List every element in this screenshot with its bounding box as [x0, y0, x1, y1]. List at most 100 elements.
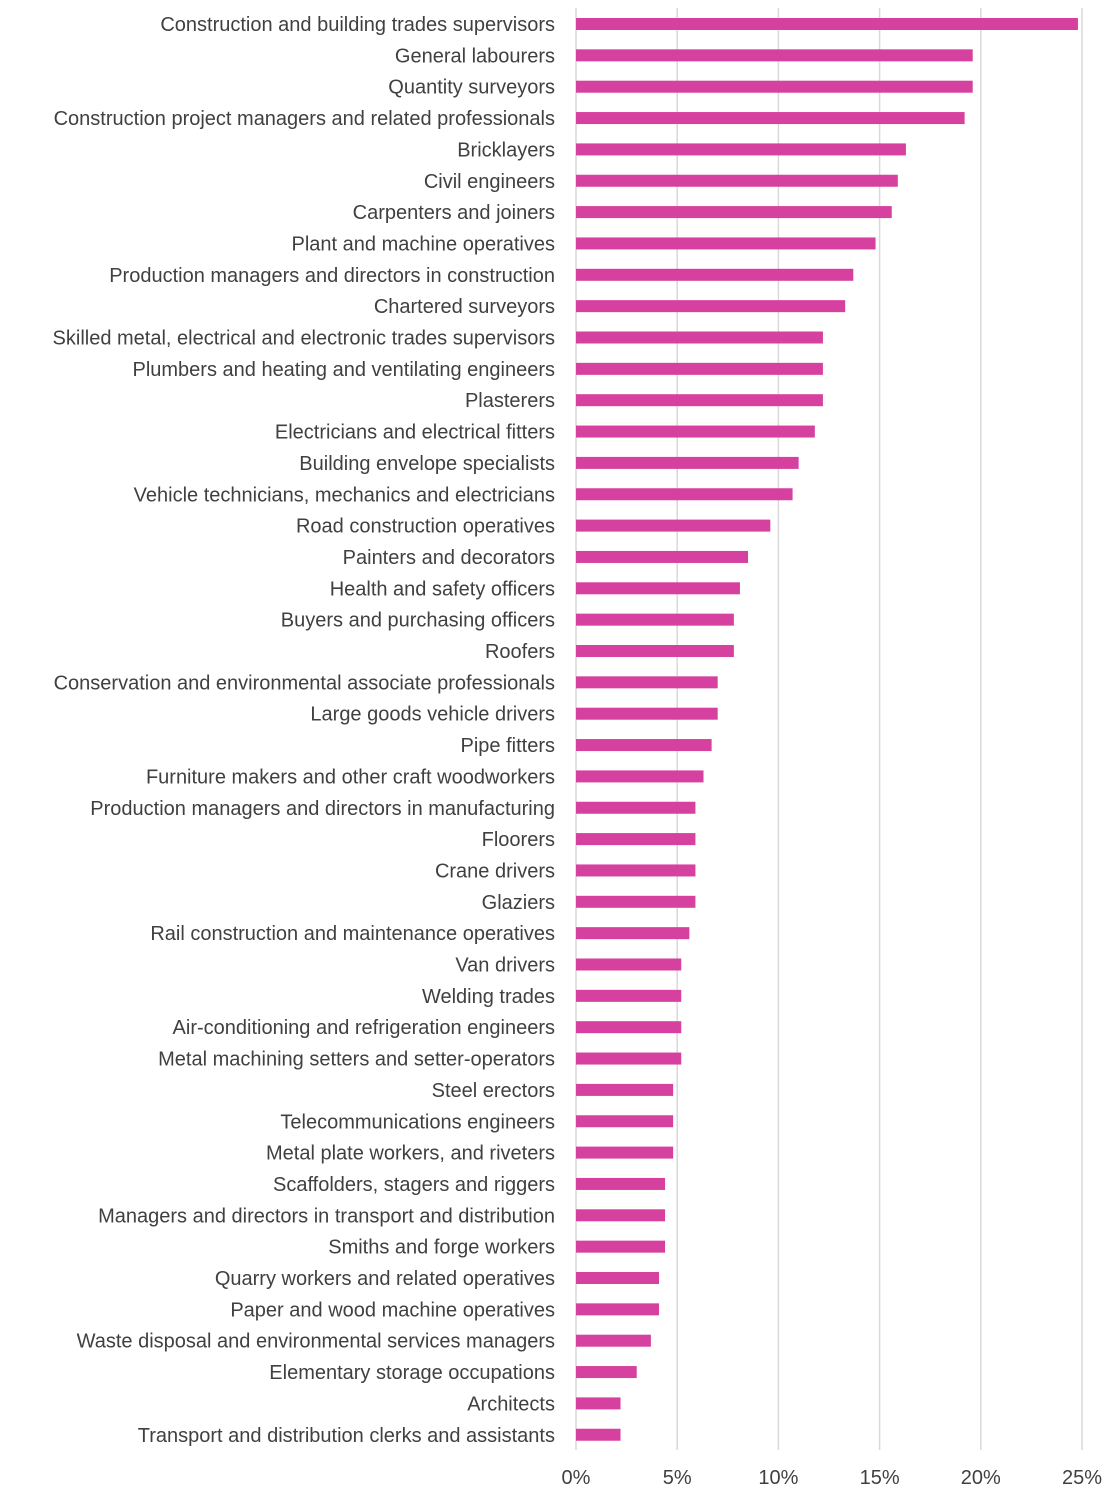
- category-label: Van drivers: [455, 955, 555, 977]
- category-label: Telecommunications engineers: [280, 1111, 555, 1133]
- bar: [576, 1303, 659, 1316]
- category-label: Architects: [467, 1393, 555, 1415]
- bar: [576, 707, 718, 720]
- category-label: Plasterers: [465, 390, 555, 412]
- bar: [576, 425, 815, 438]
- bars: [576, 18, 1078, 1441]
- bar: [576, 268, 854, 281]
- bar: [576, 112, 965, 125]
- bar: [576, 645, 734, 657]
- category-label: Quantity surveyors: [388, 77, 555, 99]
- category-label: Building envelope specialists: [299, 453, 555, 475]
- x-tick-label: 0%: [562, 1467, 591, 1489]
- bar: [576, 1146, 674, 1159]
- bar: [576, 49, 973, 62]
- category-label: Plant and machine operatives: [292, 233, 556, 255]
- bar: [576, 1083, 674, 1096]
- category-label: Managers and directors in transport and …: [98, 1205, 555, 1227]
- category-label: General labourers: [395, 45, 555, 67]
- category-label: Metal machining setters and setter-opera…: [158, 1049, 555, 1071]
- bar: [576, 613, 734, 626]
- category-label: Smiths and forge workers: [328, 1237, 555, 1259]
- category-label: Steel erectors: [432, 1080, 555, 1102]
- bar: [576, 18, 1078, 30]
- category-label: Metal plate workers, and riveters: [266, 1143, 555, 1165]
- category-label: Plumbers and heating and ventilating eng…: [132, 359, 555, 381]
- category-label: Construction project managers and relate…: [54, 108, 555, 130]
- bar: [576, 958, 682, 971]
- category-label: Painters and decorators: [343, 547, 555, 569]
- category-label: Quarry workers and related operatives: [215, 1268, 555, 1290]
- bar: [576, 676, 718, 689]
- category-label: Welding trades: [422, 986, 555, 1008]
- bar: [576, 331, 823, 344]
- category-label: Glaziers: [482, 892, 555, 914]
- category-label: Waste disposal and environmental service…: [77, 1331, 555, 1353]
- x-tick-label: 15%: [860, 1467, 900, 1489]
- bar: [576, 1209, 666, 1222]
- bar: [576, 1052, 682, 1065]
- bar: [576, 1397, 621, 1410]
- bar: [576, 739, 712, 752]
- bar: [576, 582, 740, 595]
- bar: [576, 1428, 621, 1441]
- x-tick-label: 10%: [758, 1467, 798, 1489]
- category-label: Construction and building trades supervi…: [160, 14, 555, 36]
- bar: [576, 1334, 651, 1347]
- bar: [576, 833, 696, 846]
- bar: [576, 1366, 637, 1379]
- category-label: Bricklayers: [457, 139, 555, 161]
- bar: [576, 300, 846, 313]
- x-axis-tick-labels: 0% 5% 10% 15% 20% 25%: [562, 1467, 1103, 1489]
- bar: [576, 174, 898, 187]
- bar: [576, 1177, 666, 1190]
- category-label: Production managers and directors in man…: [90, 798, 555, 820]
- bar: [576, 1115, 674, 1128]
- category-label: Elementary storage occupations: [269, 1362, 555, 1384]
- category-label: Conservation and environmental associate…: [54, 672, 555, 694]
- x-tick-label: 25%: [1062, 1467, 1102, 1489]
- bar: [576, 143, 906, 156]
- category-label: Large goods vehicle drivers: [310, 704, 555, 726]
- category-label: Crane drivers: [435, 860, 555, 882]
- bar: [576, 362, 823, 375]
- category-label: Vehicle technicians, mechanics and elect…: [134, 484, 555, 506]
- category-label: Paper and wood machine operatives: [230, 1299, 555, 1321]
- category-label: Civil engineers: [424, 171, 555, 193]
- category-label: Rail construction and maintenance operat…: [150, 923, 555, 945]
- category-label: Air-conditioning and refrigeration engin…: [173, 1017, 555, 1039]
- bar: [576, 1272, 659, 1284]
- category-label: Electricians and electrical fitters: [275, 422, 555, 444]
- bar: [576, 237, 876, 250]
- category-label: Road construction operatives: [296, 516, 555, 538]
- category-label: Skilled metal, electrical and electronic…: [53, 328, 555, 350]
- category-label: Floorers: [482, 829, 555, 851]
- bar: [576, 927, 690, 940]
- category-label: Production managers and directors in con…: [109, 265, 555, 287]
- category-label: Carpenters and joiners: [353, 202, 555, 224]
- bar: [576, 394, 823, 407]
- x-tick-label: 20%: [961, 1467, 1001, 1489]
- category-label: Chartered surveyors: [374, 296, 555, 318]
- bar: [576, 1240, 666, 1253]
- bar: [576, 770, 704, 783]
- bar: [576, 488, 793, 501]
- bar: [576, 801, 696, 814]
- bar: [576, 895, 696, 908]
- bar: [576, 456, 799, 469]
- x-tick-label: 5%: [663, 1467, 692, 1489]
- category-label: Roofers: [485, 641, 555, 663]
- bar: [576, 550, 749, 563]
- bar: [576, 80, 973, 93]
- category-label: Buyers and purchasing officers: [281, 610, 555, 632]
- category-label: Furniture makers and other craft woodwor…: [146, 766, 555, 788]
- category-label: Health and safety officers: [330, 578, 555, 600]
- bar: [576, 206, 892, 219]
- category-label: Pipe fitters: [461, 735, 555, 757]
- bar: [576, 519, 771, 532]
- bar: [576, 864, 696, 877]
- category-label: Transport and distribution clerks and as…: [138, 1425, 555, 1447]
- bar: [576, 989, 682, 1002]
- category-labels: Construction and building trades supervi…: [53, 14, 555, 1447]
